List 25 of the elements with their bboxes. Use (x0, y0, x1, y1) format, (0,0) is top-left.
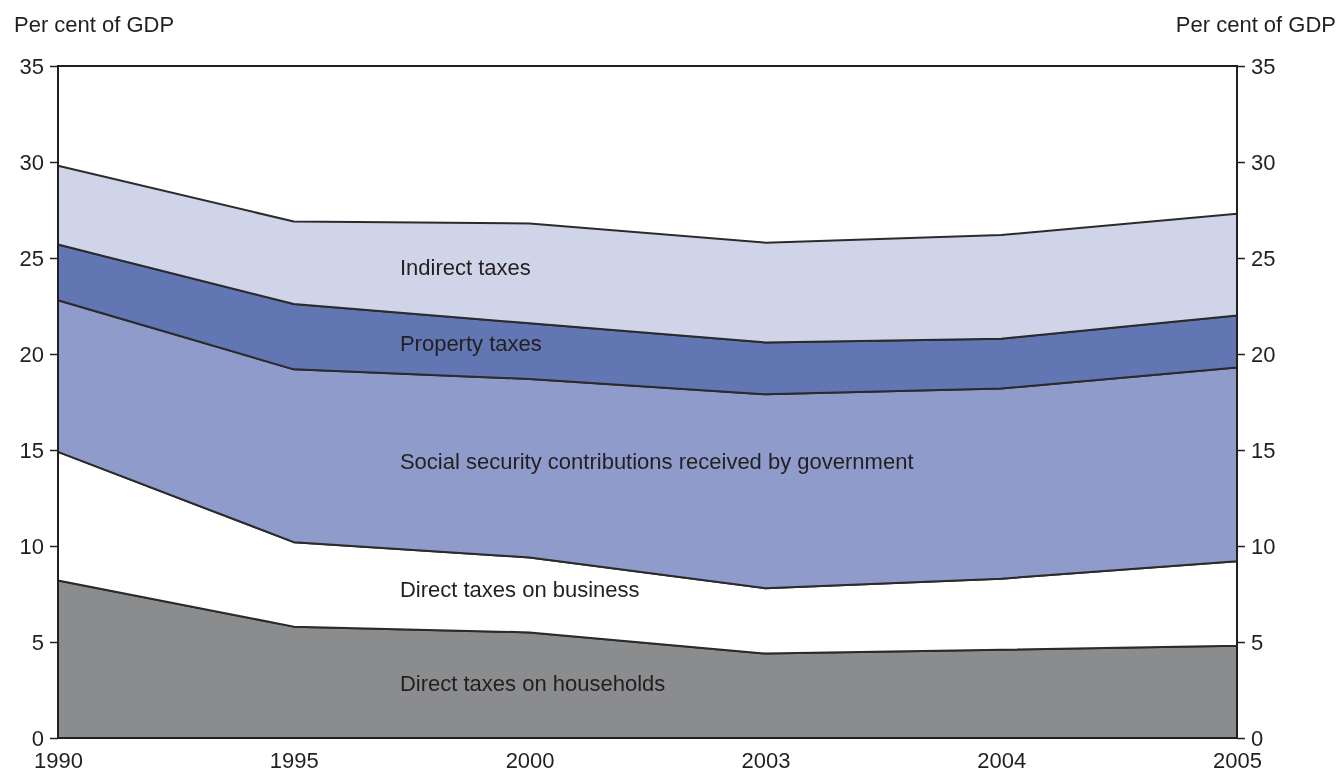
y-tick-label: 25 (19, 245, 44, 271)
y2-tick-label: 35 (1251, 53, 1276, 79)
x-tick-label: 2004 (977, 747, 1027, 773)
series-label: Social security contributions received by government (399, 449, 914, 475)
y-tick-label: 15 (19, 437, 44, 463)
x-tick-label: 1995 (269, 747, 319, 773)
y2-tick-label: 25 (1251, 245, 1276, 271)
y2-tick-label: 10 (1251, 533, 1276, 559)
y-tick-label: 10 (19, 533, 44, 559)
y2-tick-label: 30 (1251, 149, 1276, 175)
y2-tick-label: 20 (1251, 341, 1276, 367)
series-label: Indirect taxes (399, 255, 531, 281)
y2-tick-label: 5 (1251, 629, 1264, 655)
y2-axis-title: Per cent of GDP (1175, 12, 1336, 37)
series-label: Property taxes (399, 330, 542, 356)
series-label: Direct taxes on households (399, 671, 666, 697)
y2-tick-label: 15 (1251, 437, 1276, 463)
x-tick-label: 2000 (505, 747, 555, 773)
series-label: Direct taxes on business (399, 576, 640, 602)
y-tick-label: 30 (19, 149, 44, 175)
y-tick-label: 5 (31, 629, 44, 655)
y-tick-label: 20 (19, 341, 44, 367)
x-tick-label: 2003 (741, 747, 791, 773)
y-axis-title: Per cent of GDP (14, 12, 175, 37)
y-tick-label: 35 (19, 53, 44, 79)
